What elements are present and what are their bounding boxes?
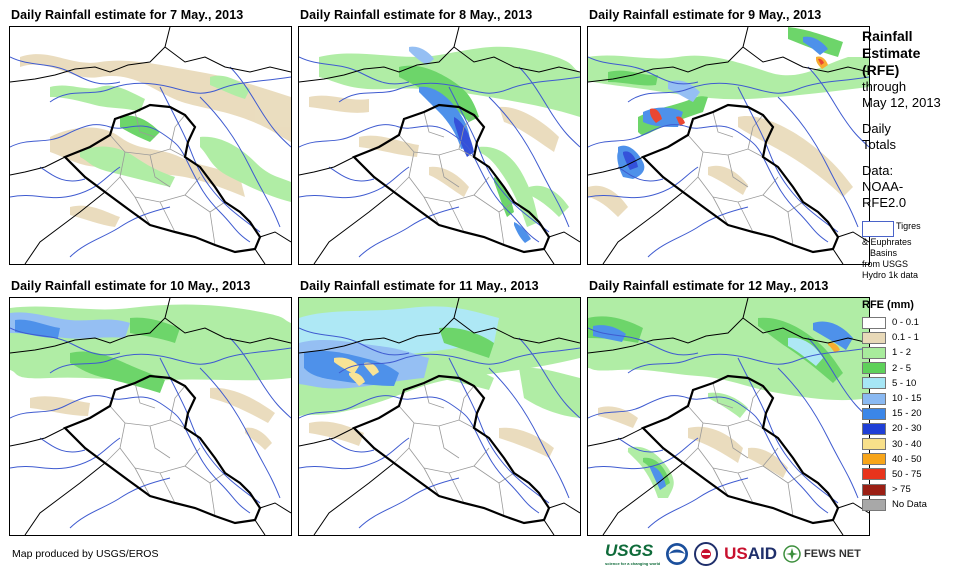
- rfe-title-line2: Estimate: [862, 45, 921, 61]
- legend-label: 50 - 75: [892, 468, 922, 480]
- legend-swatch: [862, 392, 886, 405]
- panel-title: Daily Rainfall estimate for 7 May., 2013: [11, 8, 244, 22]
- data-source-line1: NOAA-: [862, 179, 904, 194]
- legend-row: 0 - 0.1: [862, 315, 964, 330]
- rainfall-shading: [588, 27, 869, 217]
- panel-title: Daily Rainfall estimate for 12 May., 201…: [589, 279, 829, 293]
- usaid-logo-aid: AID: [747, 543, 778, 563]
- legend-swatch: [862, 483, 886, 496]
- legend-label: 1 - 2: [892, 347, 912, 359]
- daily-label: Daily: [862, 121, 891, 136]
- legend-label: 20 - 30: [892, 423, 922, 435]
- basin-label-4: from USGS: [862, 259, 909, 269]
- map-panel-10-may: Daily Rainfall estimate for 10 May., 201…: [9, 279, 294, 541]
- usaid-logo-us: US: [724, 543, 748, 563]
- rainfall-shading: [309, 46, 580, 243]
- legend-label: 30 - 40: [892, 438, 922, 450]
- legend-swatch: [862, 468, 886, 481]
- panel-title: Daily Rainfall estimate for 11 May., 201…: [300, 279, 539, 293]
- map-panel-7-may: Daily Rainfall estimate for 7 May., 2013: [9, 8, 294, 270]
- legend-swatch: [862, 331, 886, 344]
- legend-row: 50 - 75: [862, 467, 964, 482]
- usgs-logo-tagline: science for a changing world: [605, 561, 661, 566]
- rainfall-map: [9, 26, 292, 265]
- usgs-logo-text: USGS: [605, 541, 654, 560]
- partner-logos: USGS science for a changing world USAID …: [605, 541, 861, 566]
- rfe-legend: RFE (mm) 0 - 0.1 0.1 - 1 1 - 2 2 - 5 5 - 10 1…: [862, 299, 964, 512]
- basin-label-1: Tigres: [896, 221, 921, 231]
- legend-row: 2 - 5: [862, 361, 964, 376]
- noaa-logo: [666, 542, 689, 565]
- panel-title: Daily Rainfall estimate for 8 May., 2013: [300, 8, 533, 22]
- legend-row: 0.1 - 1: [862, 330, 964, 345]
- data-label: Data:: [862, 163, 894, 178]
- rfe-title-line3: (RFE): [862, 62, 900, 78]
- legend-swatch: [862, 438, 886, 451]
- legend-label: > 75: [892, 484, 911, 496]
- legend-label: 2 - 5: [892, 362, 912, 374]
- legend-swatch: [862, 362, 886, 375]
- rfe-title-line1: Rainfall: [862, 28, 913, 44]
- basin-swatch: [862, 221, 894, 237]
- basin-label-3: Basins: [870, 248, 898, 258]
- legend-label: 40 - 50: [892, 453, 922, 465]
- legend-label: 5 - 10: [892, 377, 917, 389]
- map-panel-9-may: Daily Rainfall estimate for 9 May., 2013: [587, 8, 872, 270]
- legend-row: 20 - 30: [862, 421, 964, 436]
- usaid-logo: USAID: [724, 544, 777, 564]
- rainfall-map: [298, 26, 581, 265]
- legend-row: 1 - 2: [862, 345, 964, 360]
- legend-label: 10 - 15: [892, 393, 922, 405]
- legend-sidebar: Rainfall Estimate (RFE) through May 12, …: [862, 28, 964, 512]
- basin-label-2: & Euphrates: [862, 237, 912, 247]
- rainfall-map: [9, 297, 292, 536]
- legend-label: No Data: [892, 499, 927, 511]
- map-panel-12-may: Daily Rainfall estimate for 12 May., 201…: [587, 279, 872, 541]
- legend-swatch: [862, 498, 886, 511]
- legend-row: 5 - 10: [862, 376, 964, 391]
- legend-row: 15 - 20: [862, 406, 964, 421]
- legend-row: 30 - 40: [862, 437, 964, 452]
- panel-title: Daily Rainfall estimate for 10 May., 201…: [11, 279, 251, 293]
- rainfall-map: [298, 297, 581, 536]
- legend-swatch: [862, 377, 886, 390]
- map-panel-8-may: Daily Rainfall estimate for 8 May., 2013: [298, 8, 583, 270]
- legend-swatch: [862, 346, 886, 359]
- legend-row: 40 - 50: [862, 452, 964, 467]
- legend-row: 10 - 15: [862, 391, 964, 406]
- fews-net-icon: [783, 544, 801, 563]
- basin-legend: Tigres & Euphrates Basins from USGS Hydr…: [862, 221, 964, 281]
- fews-net-label: FEWS NET: [804, 547, 861, 560]
- usgs-logo: USGS science for a changing world: [605, 541, 660, 566]
- basin-label-5: Hydro 1k data: [862, 270, 919, 280]
- legend-label: 15 - 20: [892, 408, 922, 420]
- usaid-seal-icon: [694, 541, 719, 566]
- map-panel-11-may: Daily Rainfall estimate for 11 May., 201…: [298, 279, 583, 541]
- rainfall-map: [587, 26, 870, 265]
- rainfall-shading: [10, 304, 291, 450]
- legend-label: 0.1 - 1: [892, 332, 919, 344]
- rainfall-map: [587, 297, 870, 536]
- legend-swatch: [862, 407, 886, 420]
- legend-swatch: [862, 422, 886, 435]
- legend-swatch: [862, 453, 886, 466]
- legend-title: RFE (mm): [862, 299, 914, 311]
- data-source-line2: RFE2.0: [862, 195, 907, 210]
- through-label: through: [862, 79, 907, 94]
- totals-label: Totals: [862, 137, 896, 152]
- panel-title: Daily Rainfall estimate for 9 May., 2013: [589, 8, 822, 22]
- rainfall-shading: [588, 298, 869, 498]
- fews-net-logo: FEWS NET: [783, 544, 861, 563]
- legend-row: No Data: [862, 497, 964, 512]
- map-credit: Map produced by USGS/EROS: [12, 548, 159, 560]
- legend-label: 0 - 0.1: [892, 317, 919, 329]
- legend-swatch: [862, 316, 886, 329]
- legend-row: > 75: [862, 482, 964, 497]
- through-date: May 12, 2013: [862, 95, 941, 110]
